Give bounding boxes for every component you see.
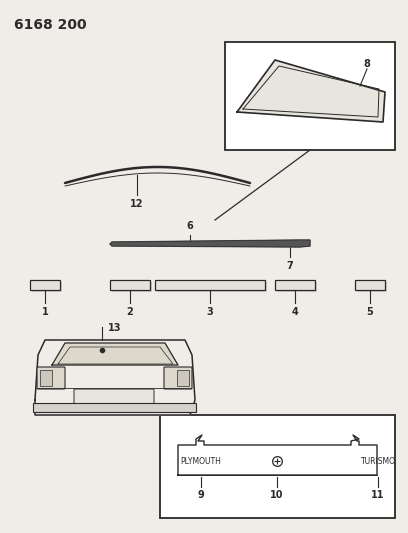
Text: 11: 11 xyxy=(371,490,385,500)
Bar xyxy=(157,282,267,292)
Text: 4: 4 xyxy=(292,307,298,317)
Bar xyxy=(155,280,265,290)
Bar xyxy=(112,282,152,292)
Text: 13: 13 xyxy=(108,323,122,333)
Text: TURISMO: TURISMO xyxy=(361,456,395,465)
Bar xyxy=(33,403,196,412)
Bar xyxy=(277,282,317,292)
Text: 7: 7 xyxy=(287,261,293,271)
Bar xyxy=(160,415,395,518)
Text: 10: 10 xyxy=(270,490,284,500)
Polygon shape xyxy=(110,240,310,247)
Text: 2: 2 xyxy=(126,307,133,317)
Text: 6168 200: 6168 200 xyxy=(14,18,86,32)
Text: 6: 6 xyxy=(186,221,193,231)
FancyBboxPatch shape xyxy=(37,367,65,389)
Text: 12: 12 xyxy=(130,199,144,209)
Text: PLYMOUTH: PLYMOUTH xyxy=(181,456,222,465)
FancyBboxPatch shape xyxy=(74,389,154,405)
Polygon shape xyxy=(237,60,385,122)
Bar xyxy=(357,282,387,292)
Bar xyxy=(32,282,62,292)
Bar xyxy=(275,280,315,290)
Bar xyxy=(30,280,60,290)
Text: 5: 5 xyxy=(367,307,373,317)
Polygon shape xyxy=(35,340,195,415)
Text: 3: 3 xyxy=(206,307,213,317)
FancyBboxPatch shape xyxy=(164,367,192,389)
Bar xyxy=(110,280,150,290)
Polygon shape xyxy=(52,343,178,365)
Bar xyxy=(355,280,385,290)
Text: 1: 1 xyxy=(42,307,49,317)
Bar xyxy=(40,370,52,386)
Bar xyxy=(225,42,395,150)
Text: 8: 8 xyxy=(364,59,370,69)
Bar xyxy=(177,370,189,386)
Text: 9: 9 xyxy=(197,490,204,500)
